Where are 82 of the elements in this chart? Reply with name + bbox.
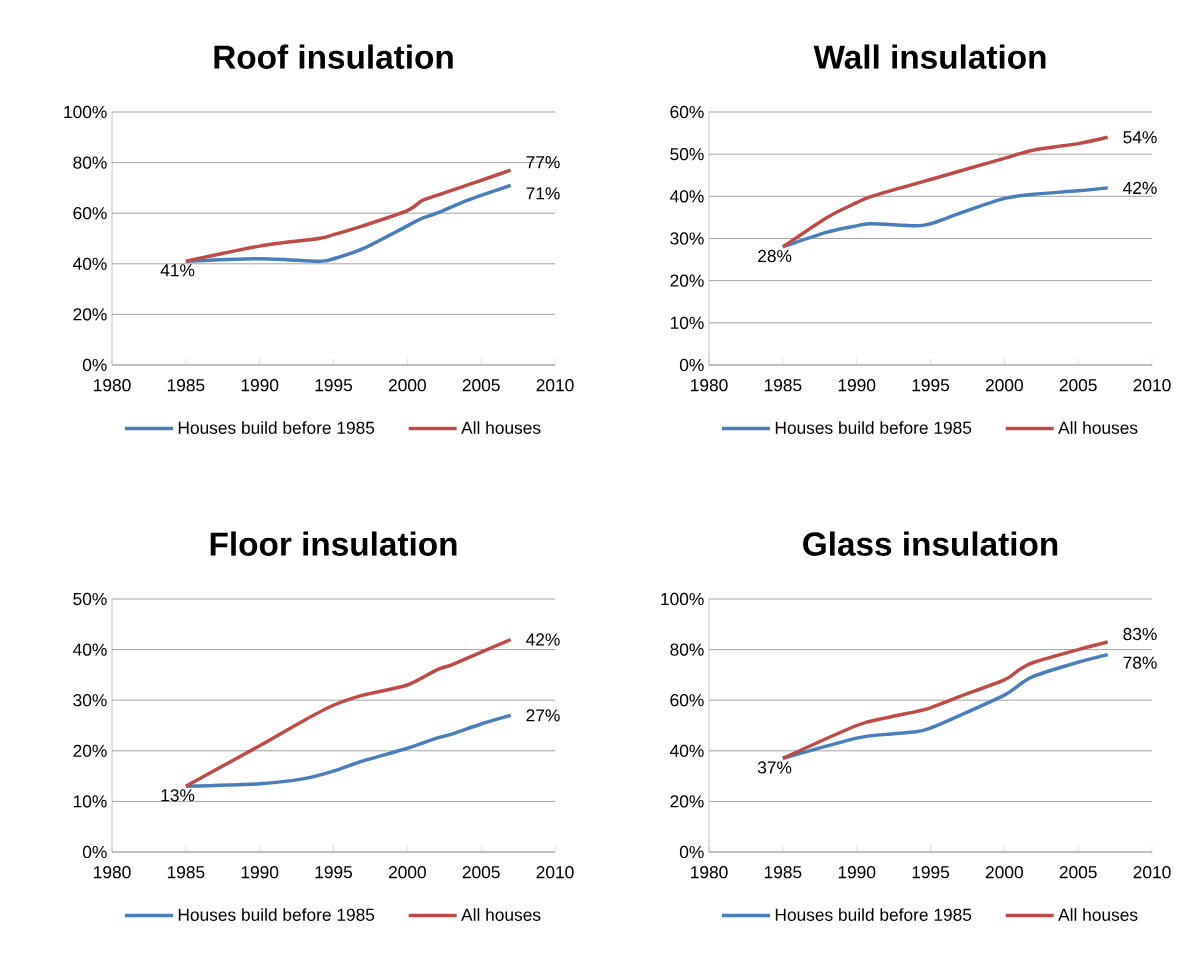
x-tick-label: 1980 xyxy=(94,379,131,392)
x-tick-label: 1990 xyxy=(838,866,876,879)
x-tick-label: 2005 xyxy=(462,379,500,392)
data-label: 54% xyxy=(1123,131,1157,144)
data-label: 37% xyxy=(757,761,792,774)
legend-label: All houses xyxy=(461,421,541,434)
y-tick-label: 20% xyxy=(73,744,107,757)
legend-label: Houses build before 1985 xyxy=(178,421,375,434)
x-tick-label: 2005 xyxy=(1059,866,1097,879)
y-tick-label: 40% xyxy=(670,190,704,203)
data-label: 27% xyxy=(526,709,560,722)
x-tick-label: 1995 xyxy=(912,379,950,392)
line-series xyxy=(184,168,513,264)
data-label: 42% xyxy=(526,633,560,646)
line-series xyxy=(184,713,513,788)
y-tick-label: 20% xyxy=(670,795,704,808)
line-series xyxy=(781,135,1110,249)
chart-title: Wall insulation xyxy=(813,44,1046,69)
data-label: 78% xyxy=(1123,656,1157,669)
legend-label: Houses build before 1985 xyxy=(775,908,972,921)
y-tick-label: 0% xyxy=(679,845,704,859)
legend-label: Houses build before 1985 xyxy=(178,908,375,921)
legend-label: All houses xyxy=(1058,908,1138,921)
y-tick-label: 100% xyxy=(64,105,107,119)
y-tick-label: 80% xyxy=(73,156,107,169)
x-tick-label: 1985 xyxy=(764,379,802,392)
y-tick-label: 60% xyxy=(670,694,704,707)
data-label: 41% xyxy=(160,264,195,277)
y-tick-label: 10% xyxy=(73,795,107,808)
x-tick-label: 1985 xyxy=(764,866,802,879)
data-label: 28% xyxy=(758,249,792,263)
x-tick-label: 2000 xyxy=(388,866,426,879)
y-tick-label: 100% xyxy=(661,592,704,606)
y-tick-label: 10% xyxy=(670,316,704,329)
chart-title: Glass insulation xyxy=(803,531,1058,556)
line-series xyxy=(781,186,1110,249)
y-tick-label: 30% xyxy=(73,694,107,707)
y-tick-label: 50% xyxy=(670,148,704,161)
chart-title: Roof insulation xyxy=(214,44,453,69)
x-tick-label: 2010 xyxy=(1133,866,1171,879)
data-label: 42% xyxy=(1123,181,1157,194)
y-tick-label: 40% xyxy=(670,744,704,757)
legend-label: All houses xyxy=(461,908,541,921)
x-tick-label: 1980 xyxy=(691,379,728,392)
y-tick-label: 40% xyxy=(73,643,107,656)
x-tick-label: 2010 xyxy=(1133,379,1171,392)
x-tick-label: 1980 xyxy=(691,866,728,879)
line-series xyxy=(184,637,513,788)
y-tick-label: 60% xyxy=(670,105,704,119)
y-tick-label: 40% xyxy=(73,257,107,270)
y-tick-label: 60% xyxy=(73,207,107,220)
y-tick-label: 50% xyxy=(73,592,107,606)
y-tick-label: 0% xyxy=(679,358,704,372)
y-tick-label: 30% xyxy=(670,232,704,245)
y-tick-label: 0% xyxy=(82,845,107,859)
data-label: 71% xyxy=(526,187,560,200)
y-tick-label: 80% xyxy=(670,643,704,656)
x-tick-label: 1995 xyxy=(315,379,353,392)
x-tick-label: 1990 xyxy=(838,379,876,392)
x-tick-label: 2005 xyxy=(1059,379,1097,392)
x-tick-label: 2000 xyxy=(985,379,1023,392)
x-tick-label: 2000 xyxy=(388,379,426,392)
x-tick-label: 1995 xyxy=(912,866,950,879)
x-tick-label: 2005 xyxy=(462,866,500,879)
x-tick-label: 1990 xyxy=(241,379,279,392)
x-tick-label: 1980 xyxy=(94,866,131,879)
x-tick-label: 1990 xyxy=(241,866,279,879)
x-tick-label: 2000 xyxy=(985,866,1023,879)
y-tick-label: 20% xyxy=(670,274,704,287)
data-label: 77% xyxy=(526,156,560,169)
x-tick-label: 1995 xyxy=(315,866,353,879)
x-tick-label: 1985 xyxy=(167,379,205,392)
legend-label: All houses xyxy=(1058,421,1138,434)
y-tick-label: 0% xyxy=(82,358,107,372)
data-label: 13% xyxy=(161,789,195,802)
y-tick-label: 20% xyxy=(73,308,107,321)
data-label: 83% xyxy=(1123,627,1157,641)
legend-label: Houses build before 1985 xyxy=(775,421,972,434)
x-tick-label: 1985 xyxy=(167,866,205,879)
x-tick-label: 2010 xyxy=(536,866,574,879)
x-tick-label: 2010 xyxy=(536,379,574,392)
chart-title: Floor insulation xyxy=(210,531,457,556)
